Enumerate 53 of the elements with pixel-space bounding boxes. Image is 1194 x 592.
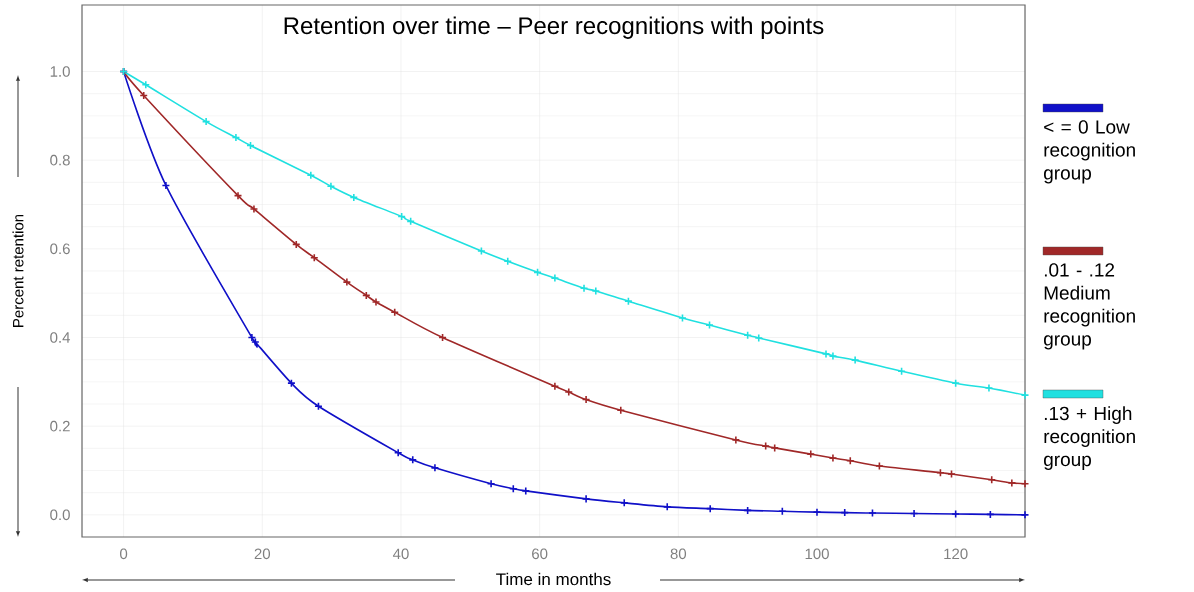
point bbox=[591, 286, 601, 296]
y-tick-label: 0.2 bbox=[50, 420, 70, 432]
legend-label: .01 - .12 Medium recognition group bbox=[1044, 263, 1135, 350]
y-tick-label: 1.0 bbox=[50, 66, 70, 77]
point bbox=[550, 381, 560, 391]
point bbox=[430, 463, 440, 473]
point bbox=[1007, 478, 1017, 488]
legend-label: .13 + High recognition group bbox=[1044, 406, 1135, 470]
point bbox=[850, 355, 860, 365]
point bbox=[754, 333, 764, 343]
x-tick-label: 100 bbox=[805, 548, 829, 560]
x-tick-label: 120 bbox=[944, 548, 968, 560]
x-tick-label: 20 bbox=[254, 548, 271, 560]
point bbox=[249, 204, 259, 214]
point bbox=[828, 453, 838, 463]
point bbox=[564, 387, 574, 397]
point bbox=[616, 405, 626, 415]
point bbox=[141, 80, 151, 90]
point bbox=[306, 170, 316, 180]
point bbox=[987, 475, 997, 485]
legend-label: < = 0 Low recognition group bbox=[1044, 120, 1135, 184]
point bbox=[390, 307, 400, 317]
point bbox=[731, 435, 741, 445]
x-tick-label: 0 bbox=[120, 548, 128, 560]
point bbox=[806, 449, 816, 459]
x-tick-label: 80 bbox=[670, 548, 687, 560]
y-tick-label: 0.8 bbox=[50, 154, 70, 166]
point bbox=[550, 273, 560, 283]
point bbox=[342, 277, 352, 287]
y-axis-title: Percent retention bbox=[12, 214, 24, 327]
point bbox=[662, 502, 672, 512]
point bbox=[821, 349, 831, 359]
y-tick-label: 0.4 bbox=[50, 332, 71, 343]
point bbox=[579, 283, 589, 293]
point bbox=[503, 256, 513, 266]
point bbox=[828, 351, 838, 361]
x-axis-title: Time in months bbox=[496, 572, 611, 586]
point bbox=[309, 253, 319, 262]
y-tick-label: 0.0 bbox=[50, 509, 70, 521]
chart-title: Retention over time – Peer recognitions with points bbox=[284, 16, 824, 39]
y-tick-label: 0.6 bbox=[50, 243, 70, 255]
point bbox=[845, 456, 855, 466]
point bbox=[521, 486, 531, 496]
point bbox=[984, 383, 994, 393]
x-tick-label: 40 bbox=[392, 548, 409, 560]
point bbox=[393, 448, 403, 458]
point bbox=[581, 494, 591, 504]
x-tick-label: 60 bbox=[532, 548, 548, 560]
point bbox=[486, 479, 496, 489]
point bbox=[371, 297, 381, 307]
point bbox=[812, 507, 822, 517]
point bbox=[408, 455, 418, 465]
point bbox=[619, 498, 629, 508]
